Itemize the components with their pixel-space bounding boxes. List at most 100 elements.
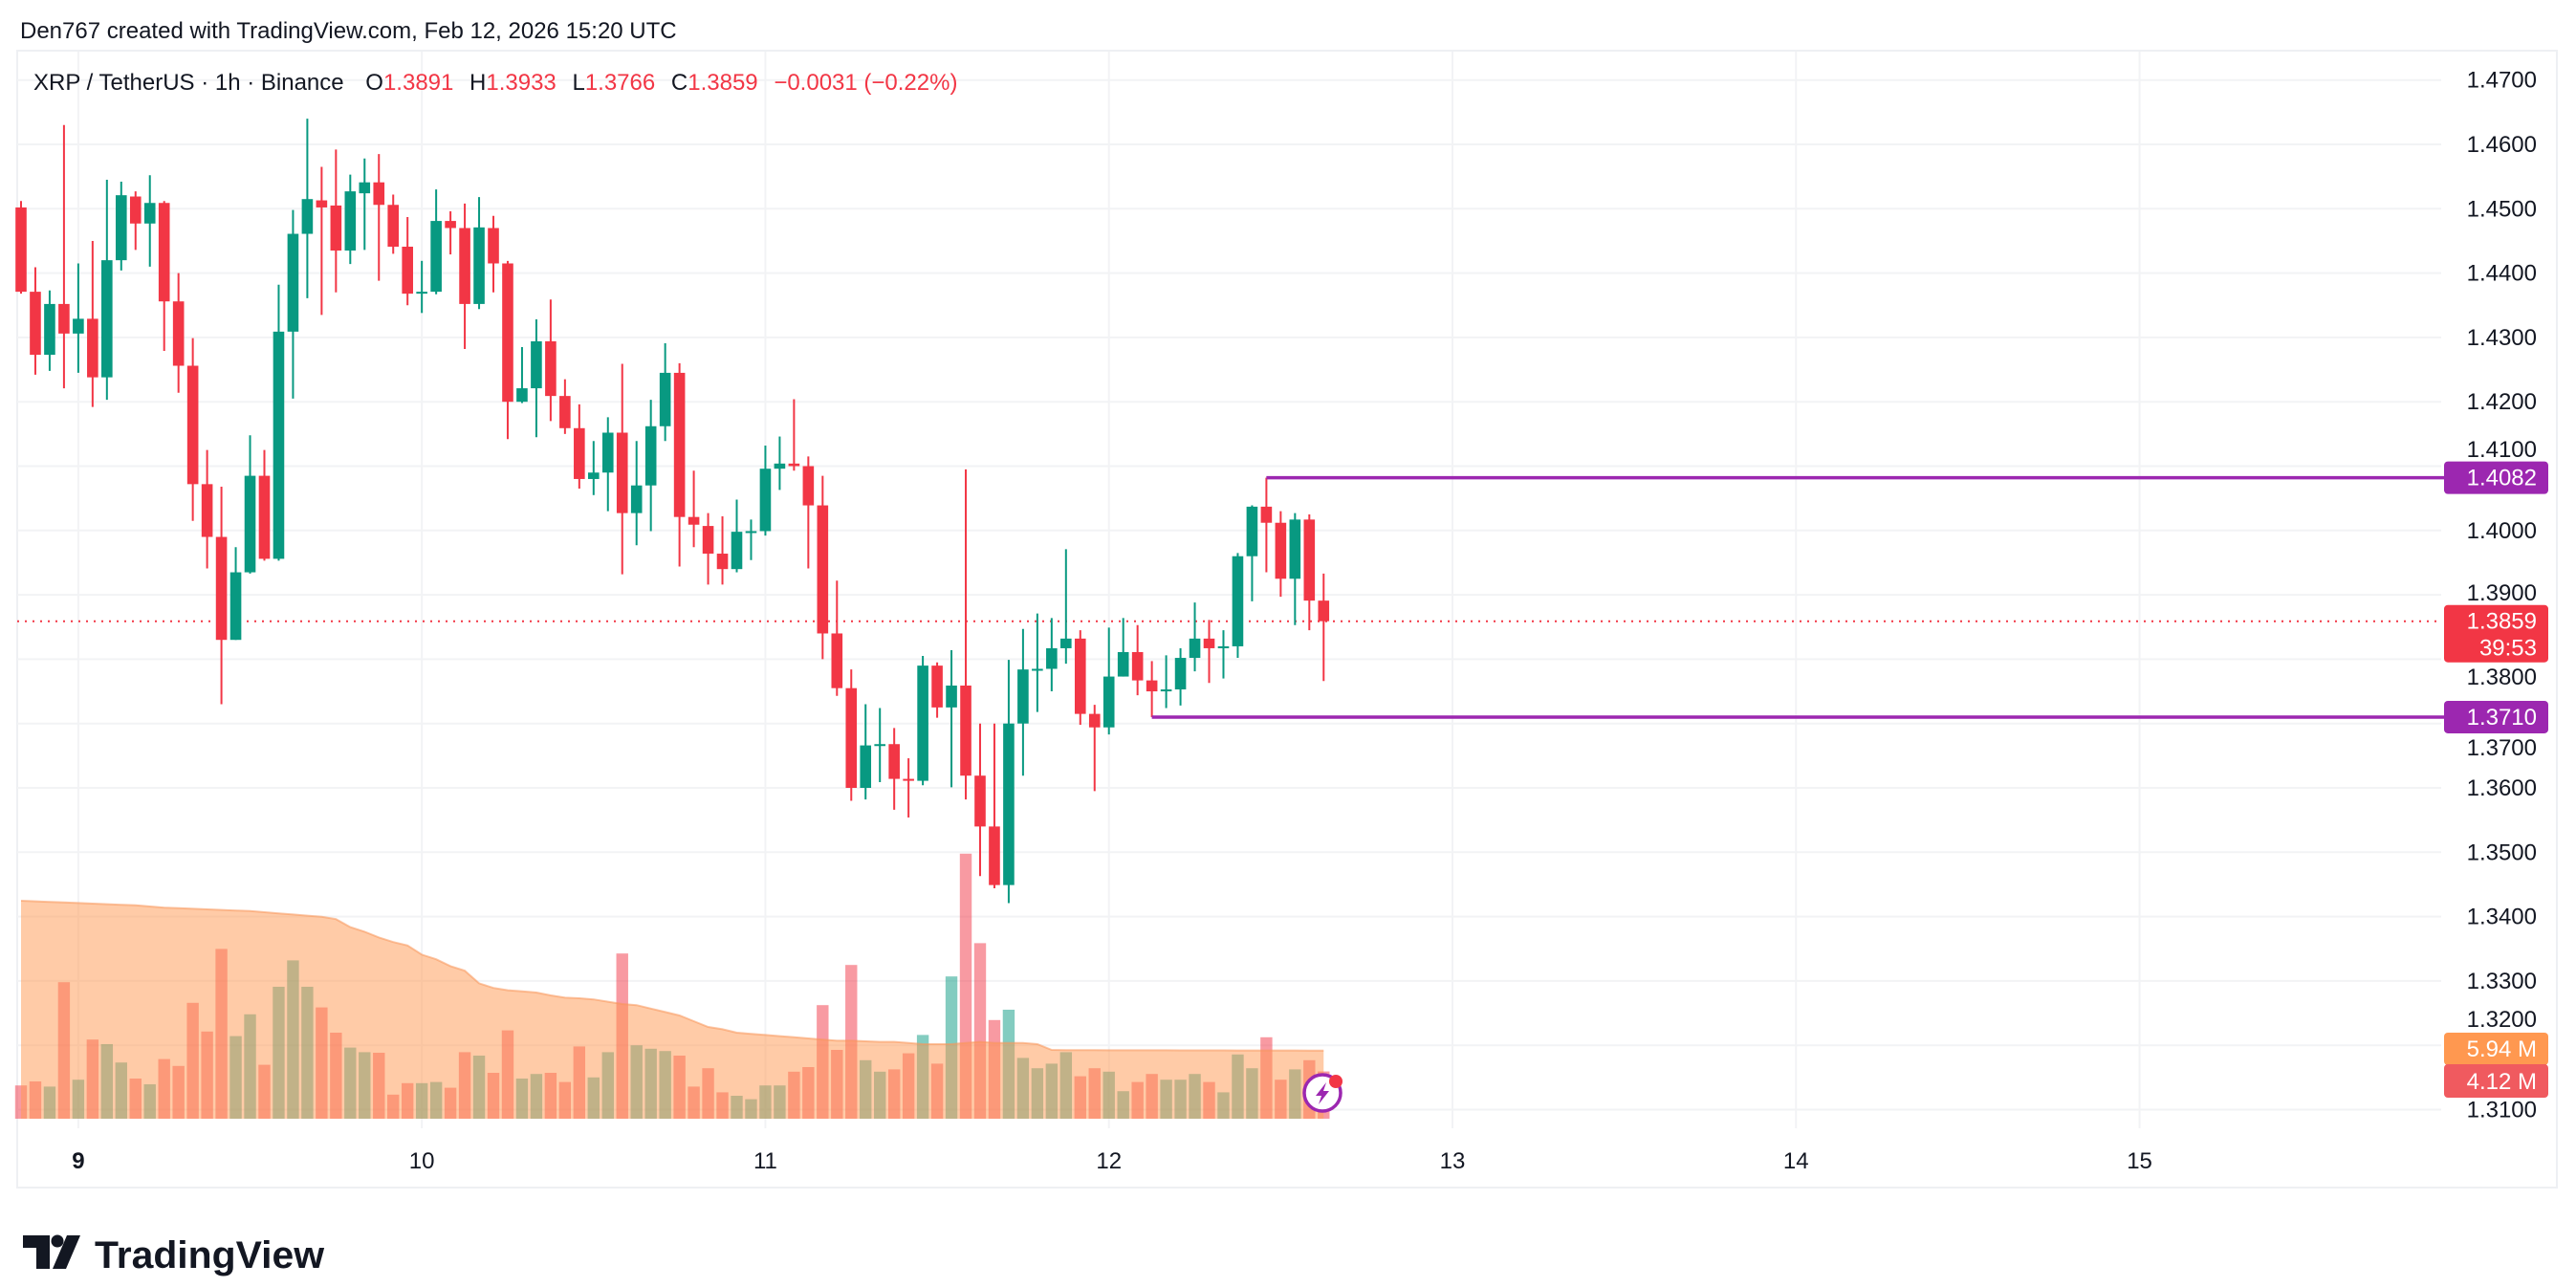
candle[interactable] bbox=[903, 758, 914, 818]
candle[interactable] bbox=[1275, 511, 1287, 598]
candle[interactable] bbox=[459, 203, 470, 350]
candle[interactable] bbox=[1046, 618, 1058, 692]
candle[interactable] bbox=[817, 475, 829, 660]
candle[interactable] bbox=[316, 166, 328, 316]
candle[interactable] bbox=[158, 201, 170, 352]
candle[interactable] bbox=[373, 154, 385, 281]
candle[interactable] bbox=[1189, 602, 1201, 672]
candle[interactable] bbox=[186, 338, 199, 521]
candle-series[interactable] bbox=[15, 119, 1330, 904]
candle[interactable] bbox=[44, 290, 55, 371]
candle[interactable] bbox=[15, 201, 27, 294]
candle[interactable] bbox=[1088, 705, 1101, 792]
candle[interactable] bbox=[1246, 505, 1258, 601]
candle[interactable] bbox=[1146, 661, 1158, 717]
candle[interactable] bbox=[874, 708, 885, 782]
candle[interactable] bbox=[616, 363, 628, 575]
candle[interactable] bbox=[1160, 655, 1172, 709]
candle[interactable] bbox=[273, 284, 285, 561]
price-axis[interactable]: 1.4700 1.4600 1.4500 1.4400 1.4300 1.4200 1.41… bbox=[2467, 68, 2537, 1123]
candle[interactable] bbox=[73, 263, 84, 373]
candle[interactable] bbox=[1060, 549, 1072, 665]
candle[interactable] bbox=[387, 194, 400, 254]
candle[interactable] bbox=[1003, 660, 1015, 904]
candle[interactable] bbox=[445, 210, 456, 255]
candle[interactable] bbox=[831, 580, 843, 696]
candle[interactable] bbox=[87, 240, 98, 407]
candle[interactable] bbox=[229, 547, 242, 641]
candle[interactable] bbox=[688, 470, 700, 548]
candle[interactable] bbox=[1318, 573, 1330, 682]
candle[interactable] bbox=[588, 441, 600, 495]
candle[interactable] bbox=[1032, 613, 1043, 712]
candle[interactable] bbox=[716, 515, 729, 585]
candle[interactable] bbox=[545, 299, 557, 422]
candle[interactable] bbox=[430, 189, 442, 294]
candle[interactable] bbox=[888, 728, 900, 810]
candle[interactable] bbox=[659, 342, 671, 442]
candle[interactable] bbox=[788, 399, 800, 471]
candle[interactable] bbox=[488, 215, 499, 293]
candle[interactable] bbox=[1217, 630, 1230, 679]
candle[interactable] bbox=[702, 513, 714, 585]
candle[interactable] bbox=[860, 704, 872, 800]
candle[interactable] bbox=[1117, 618, 1129, 677]
candle[interactable] bbox=[574, 404, 585, 490]
candle[interactable] bbox=[802, 456, 815, 569]
candle[interactable] bbox=[129, 191, 142, 251]
candle[interactable] bbox=[330, 149, 342, 293]
candle[interactable] bbox=[1289, 513, 1301, 625]
candle[interactable] bbox=[30, 267, 41, 375]
candle[interactable] bbox=[960, 469, 971, 800]
candle[interactable] bbox=[301, 119, 314, 298]
candle[interactable] bbox=[974, 723, 986, 877]
candle[interactable] bbox=[244, 435, 256, 574]
tradingview-logo[interactable]: TradingView bbox=[23, 1234, 325, 1276]
candle[interactable] bbox=[1017, 628, 1029, 776]
candle[interactable] bbox=[473, 197, 485, 310]
candle[interactable] bbox=[673, 362, 686, 567]
horizontal-levels[interactable] bbox=[1151, 475, 2444, 719]
candle[interactable] bbox=[1232, 553, 1244, 659]
candle[interactable] bbox=[531, 319, 542, 438]
candle[interactable] bbox=[731, 499, 743, 573]
candle[interactable] bbox=[931, 662, 943, 718]
candle[interactable] bbox=[989, 723, 1000, 888]
candle[interactable] bbox=[58, 124, 70, 389]
candle[interactable] bbox=[1074, 630, 1086, 726]
candle[interactable] bbox=[1203, 620, 1215, 684]
lightning-bolt-icon[interactable] bbox=[1302, 1073, 1343, 1113]
candle[interactable] bbox=[258, 449, 271, 561]
candle[interactable] bbox=[1102, 627, 1115, 735]
candle[interactable] bbox=[502, 260, 513, 440]
candle[interactable] bbox=[416, 260, 427, 314]
candle[interactable] bbox=[946, 649, 957, 788]
candle[interactable] bbox=[559, 379, 571, 434]
candle[interactable] bbox=[359, 158, 371, 251]
candle[interactable] bbox=[402, 217, 413, 306]
candle[interactable] bbox=[759, 445, 772, 536]
candle[interactable] bbox=[115, 182, 127, 271]
candle[interactable] bbox=[917, 656, 928, 786]
candle[interactable] bbox=[601, 417, 614, 512]
candle[interactable] bbox=[287, 209, 299, 399]
candle[interactable] bbox=[774, 436, 786, 491]
candle[interactable] bbox=[644, 400, 657, 532]
time-axis[interactable]: 9 10 11 12 13 14 15 bbox=[72, 1148, 2152, 1174]
candle[interactable] bbox=[172, 273, 185, 393]
candle[interactable] bbox=[344, 174, 357, 265]
candle[interactable] bbox=[101, 180, 113, 401]
candle[interactable] bbox=[1303, 513, 1316, 631]
candle[interactable] bbox=[1174, 647, 1187, 706]
candle[interactable] bbox=[630, 441, 643, 546]
candle-body bbox=[316, 200, 328, 207]
candle[interactable] bbox=[215, 487, 228, 705]
candle[interactable] bbox=[201, 449, 213, 569]
candle[interactable] bbox=[845, 669, 858, 801]
candle[interactable] bbox=[143, 175, 156, 267]
candle[interactable] bbox=[516, 346, 528, 404]
candle[interactable] bbox=[745, 519, 757, 560]
candle[interactable] bbox=[1260, 477, 1273, 573]
candle[interactable] bbox=[1131, 624, 1144, 696]
